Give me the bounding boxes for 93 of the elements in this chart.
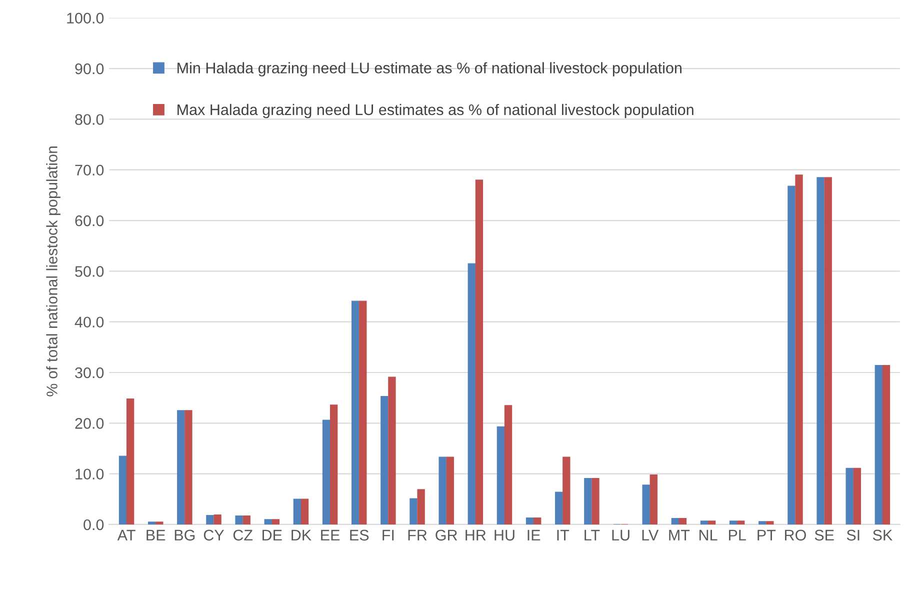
- bar: [242, 516, 250, 524]
- bar: [592, 478, 600, 524]
- x-tick-label: MT: [669, 530, 690, 540]
- x-tick-label: ES: [350, 530, 369, 541]
- y-tick-label: 90.0: [75, 63, 104, 74]
- x-tick-label: BE: [146, 530, 166, 540]
- x-tick-label: DK: [292, 530, 312, 540]
- y-tick-label: 30.0: [75, 367, 104, 378]
- bar: [272, 519, 280, 524]
- bar: [708, 520, 716, 524]
- legend-label: Max Halada grazing need LU estimates as % of national livestock population: [178, 104, 694, 118]
- bar: [184, 410, 192, 524]
- bar: [352, 300, 360, 524]
- bar: [148, 522, 156, 524]
- x-tick-label: RO: [785, 530, 806, 541]
- bar: [417, 489, 425, 524]
- y-tick-label: 20.0: [75, 418, 104, 429]
- bar: [300, 498, 309, 524]
- bar: [156, 522, 164, 524]
- bar: [438, 456, 446, 524]
- x-tick-label: GR: [436, 530, 458, 541]
- bar: [788, 186, 796, 524]
- y-axis-title: % of total national liestock population: [46, 146, 60, 396]
- x-tick-label: EE: [321, 530, 340, 540]
- bar: [388, 376, 396, 524]
- x-tick-label: FR: [408, 530, 427, 540]
- bar: [678, 518, 687, 524]
- bar: [874, 365, 883, 524]
- x-tick-label: LV: [642, 530, 659, 540]
- bar: [562, 456, 570, 524]
- bar: [380, 396, 388, 524]
- bar: [126, 398, 134, 524]
- bar: [475, 180, 484, 524]
- bar: [526, 518, 534, 524]
- x-tick-label: FI: [382, 530, 394, 540]
- x-tick-label: AT: [117, 530, 136, 540]
- x-tick-label: LU: [612, 530, 630, 541]
- y-tick-label: 0.0: [84, 519, 104, 530]
- bar: [235, 516, 243, 524]
- x-tick-label: LT: [584, 530, 600, 540]
- bar: [534, 518, 542, 524]
- bar: [359, 300, 367, 524]
- bar: [446, 456, 454, 524]
- y-tick-label: 40.0: [74, 316, 104, 328]
- y-tick-label: 70.0: [75, 164, 104, 176]
- x-tick-label: SE: [814, 530, 834, 541]
- y-tick-label: 80.0: [75, 114, 104, 125]
- y-tick-label: 100.0: [67, 12, 104, 24]
- bar: [330, 404, 338, 524]
- bar: [264, 519, 272, 524]
- x-tick-label: DE: [262, 530, 282, 540]
- bar: [853, 468, 862, 524]
- bar: [555, 492, 563, 524]
- x-tick-label: HU: [494, 530, 514, 541]
- x-tick-label: BG: [174, 530, 195, 541]
- legend-label: Min Halada grazing need LU estimate as % of national livestock population: [178, 62, 682, 76]
- bar: [206, 515, 214, 524]
- y-tick-label: 60.0: [75, 215, 104, 226]
- bar: [882, 365, 890, 524]
- bar: [642, 484, 650, 524]
- x-tick-label: SK: [872, 530, 892, 541]
- bar: [118, 456, 127, 524]
- x-tick-label: IE: [528, 530, 540, 540]
- x-tick-label: CZ: [233, 530, 253, 541]
- x-tick-label: IT: [557, 530, 570, 540]
- bar: [496, 426, 505, 524]
- bar: [824, 177, 832, 524]
- bar: [177, 410, 185, 524]
- x-tick-label: NL: [700, 530, 718, 540]
- bar: [729, 520, 738, 524]
- bar: [816, 177, 824, 524]
- y-tick-label: 50.0: [75, 266, 104, 277]
- bar: [504, 405, 512, 524]
- bar: [293, 498, 302, 524]
- y-tick-label: 10.0: [76, 468, 104, 480]
- bar: [737, 520, 745, 524]
- x-tick-label: SI: [846, 530, 860, 541]
- bar: [700, 520, 708, 524]
- x-tick-label: CY: [204, 530, 224, 541]
- bar: [846, 468, 854, 524]
- bar: [795, 174, 803, 524]
- bar: [322, 420, 330, 524]
- x-tick-label: HR: [466, 530, 486, 540]
- bar: [410, 498, 418, 524]
- x-tick-label: PL: [729, 530, 746, 540]
- bar: [766, 521, 774, 524]
- x-tick-label: PT: [758, 530, 776, 540]
- bar: [214, 514, 222, 524]
- bar: [758, 521, 766, 524]
- bar: [468, 263, 476, 524]
- bar: [650, 474, 658, 524]
- bar: [671, 518, 679, 524]
- bar: [584, 478, 592, 524]
